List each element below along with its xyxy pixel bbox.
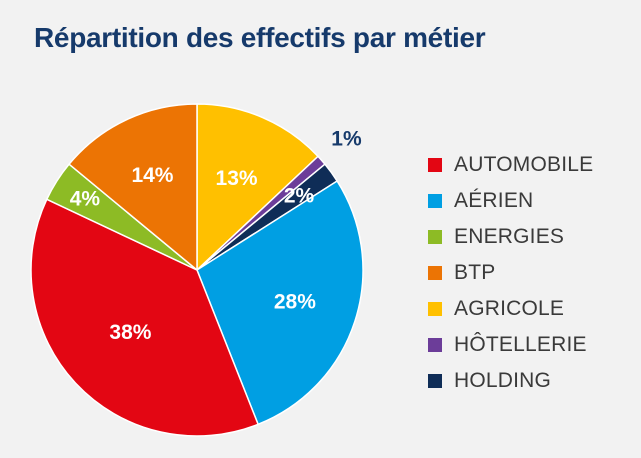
pie-slice-automobile <box>30 198 260 437</box>
data-label-agricole: 13% <box>216 167 258 190</box>
data-label-energies: 4% <box>70 187 101 210</box>
chart-title: Répartition des effectifs par métier <box>34 22 486 53</box>
pie-slice-agricole <box>196 103 320 272</box>
chart-legend: AUTOMOBILE AÉRIEN ENERGIES BTP AGRICOLE HÔTEL… <box>428 147 593 399</box>
data-label-holding: 2% <box>284 184 315 207</box>
pie-labels: 13% 1% 2% 28% 38% 4% 14% <box>70 128 362 344</box>
legend-swatch <box>428 374 442 388</box>
legend-swatch <box>428 230 442 244</box>
legend-swatch <box>428 338 442 352</box>
data-label-aérien: 28% <box>274 290 316 313</box>
legend-label: HOLDING <box>454 369 552 392</box>
legend-item: HÔTELLERIE <box>428 327 593 363</box>
legend-label: AGRICOLE <box>454 297 565 320</box>
data-label-btp: 14% <box>131 164 173 187</box>
legend-swatch <box>428 158 442 172</box>
legend-item: AÉRIEN <box>428 183 593 219</box>
pie-slices <box>30 103 364 437</box>
legend-label: ENERGIES <box>454 225 565 248</box>
pie-slice-btp <box>68 103 198 272</box>
legend-label: BTP <box>454 261 496 284</box>
legend-swatch <box>428 302 442 316</box>
legend-label: AÉRIEN <box>454 189 534 212</box>
legend-label: AUTOMOBILE <box>454 153 594 176</box>
data-label-hôtellerie: 1% <box>331 128 362 151</box>
legend-swatch <box>428 194 442 208</box>
pie-slice-aérien <box>196 180 364 426</box>
data-label-automobile: 38% <box>109 321 151 344</box>
legend-item: BTP <box>428 255 593 291</box>
legend-item: AGRICOLE <box>428 291 593 327</box>
legend-item: HOLDING <box>428 363 593 399</box>
legend-item: ENERGIES <box>428 219 593 255</box>
legend-label: HÔTELLERIE <box>454 333 587 356</box>
legend-item: AUTOMOBILE <box>428 147 593 183</box>
legend-swatch <box>428 266 442 280</box>
